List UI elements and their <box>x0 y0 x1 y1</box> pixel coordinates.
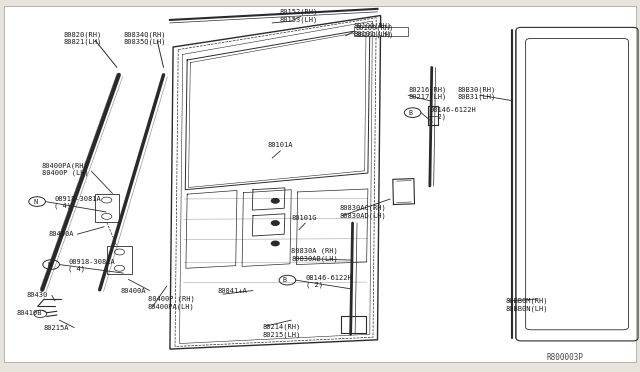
Text: 80820(RH)
80821(LH): 80820(RH) 80821(LH) <box>63 32 102 45</box>
Text: 80841+A: 80841+A <box>218 288 248 294</box>
Text: 80100(RH)
80101(LH): 80100(RH) 80101(LH) <box>356 24 394 38</box>
Text: 80152(RH)
80153(LH): 80152(RH) 80153(LH) <box>280 9 318 23</box>
Text: 80430: 80430 <box>26 292 47 298</box>
Text: N: N <box>47 262 51 267</box>
Text: 08918-3081A
( 4): 08918-3081A ( 4) <box>54 196 101 209</box>
Bar <box>95 194 119 222</box>
FancyBboxPatch shape <box>4 6 636 362</box>
Bar <box>354 27 408 36</box>
Text: 80100(RH)
80101(LH): 80100(RH) 80101(LH) <box>354 23 392 36</box>
Text: 08918-3081A
( 4): 08918-3081A ( 4) <box>68 259 115 272</box>
Text: R800003P: R800003P <box>547 353 584 362</box>
Text: 80400P (RH)
80400PA(LH): 80400P (RH) 80400PA(LH) <box>148 296 195 310</box>
Text: B: B <box>408 110 412 116</box>
Circle shape <box>271 199 279 203</box>
Circle shape <box>271 221 279 225</box>
Text: N: N <box>33 199 37 205</box>
Text: B: B <box>283 277 287 283</box>
Text: 80834Q(RH)
80835Q(LH): 80834Q(RH) 80835Q(LH) <box>124 32 166 45</box>
Text: 80101G: 80101G <box>291 215 317 221</box>
Text: 80B30(RH)
80B31(LH): 80B30(RH) 80B31(LH) <box>458 86 495 100</box>
Text: 80400A: 80400A <box>49 231 74 237</box>
Circle shape <box>271 241 279 246</box>
Text: 80400PA(RH)
80400P (LH): 80400PA(RH) 80400P (LH) <box>42 162 88 176</box>
Text: 80215A: 80215A <box>44 325 69 331</box>
Text: 08146-6122H
( 2): 08146-6122H ( 2) <box>429 107 476 121</box>
Text: 80410B: 80410B <box>17 310 42 316</box>
Text: 80BB0M(RH)
80BB0N(LH): 80BB0M(RH) 80BB0N(LH) <box>505 298 548 312</box>
Text: 80830A (RH)
80830AB(LH): 80830A (RH) 80830AB(LH) <box>291 247 338 262</box>
Text: 80830AC(RH)
80830AD(LH): 80830AC(RH) 80830AD(LH) <box>339 205 386 219</box>
Bar <box>108 246 132 274</box>
Text: 08146-6122H
( 2): 08146-6122H ( 2) <box>306 275 353 288</box>
Text: 80214(RH)
80215(LH): 80214(RH) 80215(LH) <box>262 324 301 337</box>
Text: 80101A: 80101A <box>268 142 293 148</box>
Text: 80216(RH)
80217(LH): 80216(RH) 80217(LH) <box>408 86 446 100</box>
Text: 80400A: 80400A <box>121 288 147 294</box>
